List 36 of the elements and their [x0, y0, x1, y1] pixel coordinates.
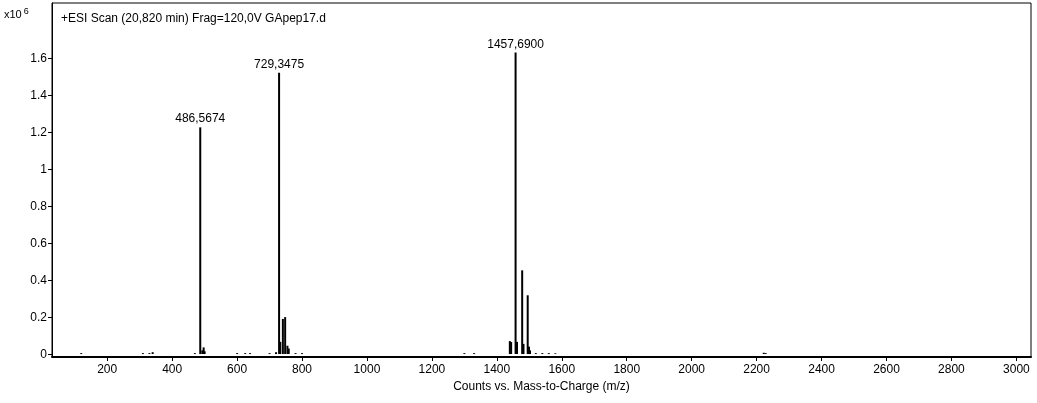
text: +ESI Scan (20,820 min) Frag=120,0V GApep17.d — [61, 11, 326, 25]
annotation: 729,3475 — [254, 56, 305, 71]
bar — [521, 270, 524, 355]
x-tick-label: 200 — [97, 362, 118, 376]
y-tick-label: 1 — [40, 162, 48, 177]
x-tick-label: 800 — [292, 362, 313, 376]
x-tick-label: 2200 — [743, 362, 771, 376]
x-tick-label: 400 — [162, 362, 183, 376]
x-tick-label: 3000 — [1003, 362, 1031, 376]
x-tick-label: 1200 — [418, 362, 446, 376]
x-tick-label: 1600 — [548, 362, 576, 376]
x-tick-label: 600 — [227, 362, 248, 376]
y-tick-label: 0.2 — [30, 310, 48, 325]
x-axis-title: Counts vs. Mass-to-Charge (m/z) — [453, 379, 630, 393]
bar — [199, 127, 202, 355]
annotation: 486,5674 — [175, 111, 226, 126]
y-tick-label: 0 — [40, 347, 48, 362]
x-tick-label: 2600 — [873, 362, 901, 376]
x-tick-label: 1400 — [483, 362, 511, 376]
bar — [514, 52, 517, 355]
x-tick-label: 2800 — [938, 362, 966, 376]
bar — [281, 318, 284, 355]
x-tick-label: 2400 — [808, 362, 836, 376]
y-tick-label: 0.6 — [30, 236, 48, 251]
bar — [526, 295, 529, 355]
y-tick-label: 1.6 — [30, 51, 48, 66]
annotation: 1457,6900 — [487, 36, 545, 51]
y-tick-label: 1.2 — [30, 125, 48, 140]
x-tick-label: 1800 — [613, 362, 641, 376]
x-tick-label: 2000 — [678, 362, 706, 376]
x-tick-label: 1000 — [353, 362, 381, 376]
y-tick-label: 1.4 — [30, 88, 48, 103]
y-tick-label: 0.4 — [30, 273, 48, 288]
y-tick-label: 0.8 — [30, 199, 48, 214]
bar — [284, 317, 287, 355]
bar — [278, 72, 281, 355]
